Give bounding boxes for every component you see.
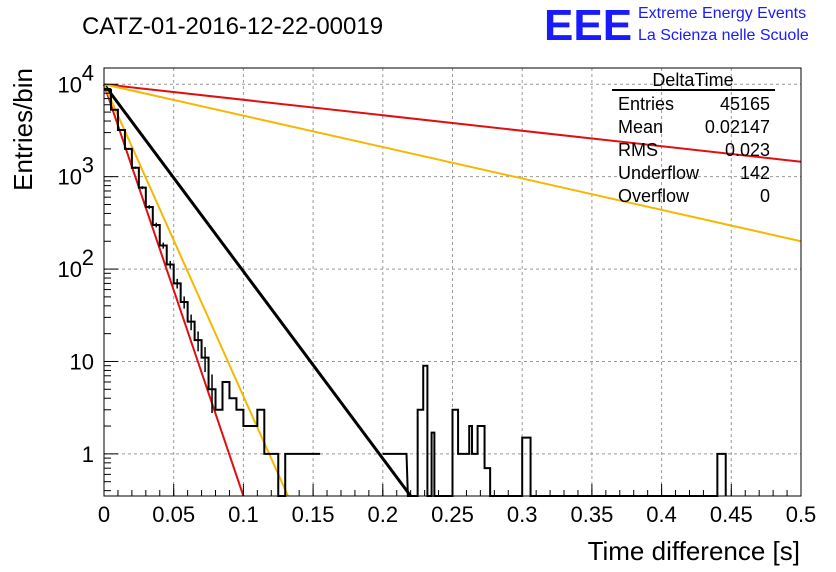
stats-row-value: 0.023 [725,140,770,160]
x-axis-title: Time difference [s] [588,536,800,566]
stats-box: DeltaTime Entries 45165 Mean 0.02147 RMS 0.02… [612,70,775,206]
histogram [104,88,727,497]
grid [104,68,801,496]
stats-row-label: RMS [618,140,658,160]
histogram-main [104,88,321,497]
y-tick-label: 10 [58,165,82,190]
x-tick-label: 0.3 [507,502,538,527]
x-axis: 0 0.05 0.1 0.15 0.2 0.25 0.3 0.35 0.4 0.45 0.5 [98,484,816,527]
eee-logo: EEE Extreme Energy Events La Scienza nel… [544,1,809,50]
stats-row-value: 142 [740,163,770,183]
y-tick-label: 1 [82,442,94,467]
stats-row-label: Overflow [618,186,690,206]
stats-row-label: Underflow [618,163,700,183]
x-tick-label: 0.25 [431,502,474,527]
stats-title: DeltaTime [652,70,733,90]
stats-row-value: 45165 [720,94,770,114]
y-tick-exponent: 3 [82,153,94,178]
fit-line [103,83,289,497]
x-tick-label: 0.45 [710,502,753,527]
y-tick-label: 10 [58,257,82,282]
y-axis-title: Entries/bin [8,68,38,191]
x-tick-label: 0.5 [786,502,817,527]
stats-row-value: 0 [760,186,770,206]
x-tick-label: 0.2 [368,502,399,527]
y-tick-label: 10 [58,72,82,97]
y-tick-exponent: 4 [82,60,94,85]
x-tick-label: 0.15 [292,502,335,527]
chart-title: CATZ-01-2016-12-22-00019 [82,13,383,40]
stats-row-value: 0.02147 [705,117,770,137]
fit-line [103,83,802,243]
histogram-tail [382,364,727,497]
x-tick-label: 0.4 [646,502,677,527]
stats-row-label: Mean [618,117,663,137]
fit-line [102,83,412,497]
logo-line1: Extreme Energy Events [638,5,806,22]
x-tick-label: 0.35 [570,502,613,527]
logo-line2: La Scienza nelle Scuole [638,27,809,44]
fit-curves [102,83,802,497]
x-tick-label: 0.1 [228,502,259,527]
y-tick-exponent: 2 [82,245,94,270]
eee-logo-mark: EEE [544,1,632,50]
fit-line [103,83,245,497]
y-tick-label: 10 [70,349,94,374]
stats-row-label: Entries [618,94,674,114]
x-tick-label: 0 [98,502,110,527]
fit-line [103,83,802,163]
x-tick-label: 0.05 [152,502,195,527]
